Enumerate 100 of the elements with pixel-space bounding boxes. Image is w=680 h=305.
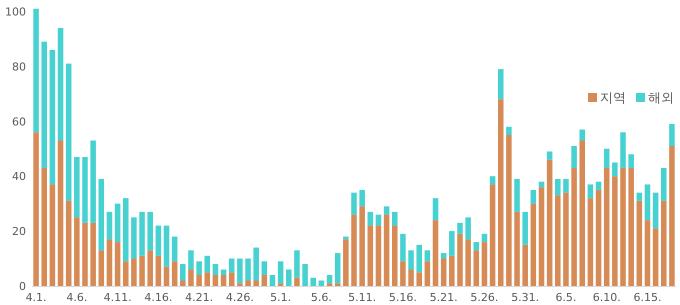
bar xyxy=(294,278,300,286)
bar xyxy=(204,256,210,272)
bar xyxy=(359,206,365,286)
bar xyxy=(302,264,308,286)
bar xyxy=(66,200,72,286)
bar xyxy=(196,275,202,286)
bar xyxy=(612,162,618,176)
bar xyxy=(465,239,471,286)
y-tick-label: 100 xyxy=(5,5,26,18)
bar xyxy=(278,283,284,286)
bar xyxy=(106,239,112,286)
bar xyxy=(546,151,552,160)
bar xyxy=(294,250,300,278)
bar xyxy=(474,250,480,286)
bar xyxy=(164,226,170,267)
bar xyxy=(498,99,504,286)
bar xyxy=(90,222,96,286)
bar xyxy=(416,272,422,286)
bar xyxy=(122,261,129,286)
bar xyxy=(237,258,243,284)
bar xyxy=(33,132,39,286)
bar xyxy=(212,264,218,276)
bar xyxy=(530,204,536,286)
bar xyxy=(449,231,455,256)
bar xyxy=(506,126,512,136)
bar xyxy=(98,178,104,250)
x-tick-label: 5.11. xyxy=(348,291,376,304)
bar xyxy=(147,212,153,250)
bar xyxy=(449,256,455,286)
bar xyxy=(400,234,406,262)
x-tick-label: 5.21. xyxy=(430,291,458,304)
bar xyxy=(596,190,602,286)
bar xyxy=(530,190,536,204)
bar xyxy=(384,206,390,215)
bar xyxy=(408,250,414,270)
bar xyxy=(156,226,162,256)
bar xyxy=(204,272,210,286)
bar xyxy=(262,275,268,286)
bar xyxy=(334,253,340,284)
bar xyxy=(172,236,178,262)
bar xyxy=(172,261,178,286)
bar xyxy=(514,178,520,212)
bar xyxy=(408,270,414,286)
bar xyxy=(482,242,488,286)
bar xyxy=(506,135,512,286)
x-tick-label: 5.31. xyxy=(511,291,540,304)
bar xyxy=(440,253,446,259)
bar xyxy=(212,275,218,286)
bar xyxy=(139,212,145,256)
bar xyxy=(579,130,586,141)
bar xyxy=(220,275,226,286)
bar xyxy=(343,239,349,286)
bar xyxy=(474,242,480,250)
bar xyxy=(180,264,186,281)
bar xyxy=(555,178,561,196)
bar xyxy=(514,212,520,286)
bar xyxy=(628,154,634,168)
bar xyxy=(400,261,406,286)
x-tick-label: 4.6. xyxy=(66,291,88,304)
bar xyxy=(490,176,496,184)
bar xyxy=(588,198,594,286)
bar xyxy=(604,168,610,286)
bar xyxy=(669,146,675,286)
bar xyxy=(74,217,80,286)
bar xyxy=(457,234,463,286)
bar xyxy=(636,192,642,201)
x-tick-label: 4.11. xyxy=(104,291,132,304)
bar xyxy=(58,140,64,286)
bar xyxy=(432,220,438,286)
bar xyxy=(392,212,398,226)
y-tick-label: 60 xyxy=(12,115,26,128)
bar xyxy=(98,250,104,286)
bar xyxy=(164,266,170,286)
bar xyxy=(262,261,268,276)
bar xyxy=(245,258,251,281)
bar xyxy=(522,244,528,286)
bar xyxy=(636,200,642,286)
bar xyxy=(620,168,626,286)
bar xyxy=(245,280,251,286)
bar xyxy=(424,250,430,262)
bar xyxy=(416,244,422,272)
y-tick-label: 80 xyxy=(12,60,26,74)
bar xyxy=(326,275,332,284)
x-tick-label: 4.16. xyxy=(144,291,172,304)
bar xyxy=(661,168,667,201)
bar xyxy=(368,226,374,286)
bar xyxy=(432,198,438,220)
bar xyxy=(538,187,544,286)
bar xyxy=(376,214,382,226)
bar xyxy=(596,182,602,190)
bar xyxy=(652,228,658,286)
bar xyxy=(131,217,137,259)
bar xyxy=(253,248,259,281)
x-tick-label: 5.6. xyxy=(310,291,332,304)
bar xyxy=(82,156,88,223)
y-tick-label: 40 xyxy=(12,170,26,184)
bar xyxy=(180,280,186,286)
bar xyxy=(228,258,234,272)
bar xyxy=(579,140,586,286)
bar xyxy=(122,198,129,262)
